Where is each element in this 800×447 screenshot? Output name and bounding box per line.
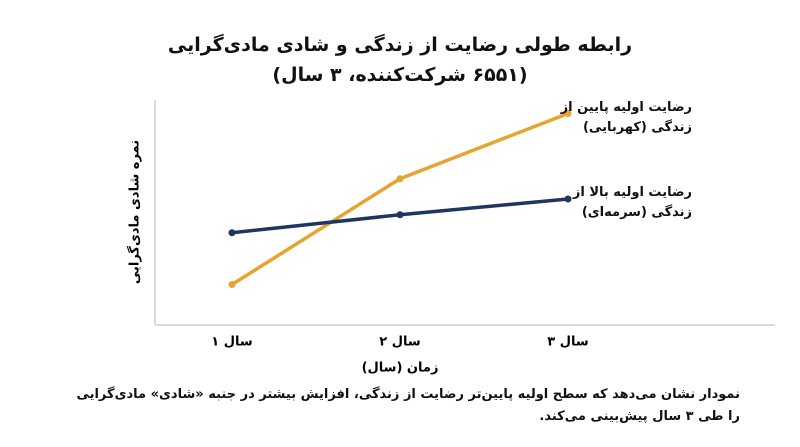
x-tick-label: سال ۱ [211,335,252,350]
chart-title: رابطه طولی رضایت از زندگی و شادی مادی‌گر… [167,34,633,56]
data-point [564,110,572,117]
series-label: رضایت اولیه بالا از زندگی (سرمه‌ای) [572,185,692,220]
data-point [396,175,404,183]
x-axis-label: زمان (سال) [362,361,439,376]
data-point [396,211,404,219]
chart-subtitle: (۶۵۵۱ شرکت‌کننده، ۳ سال) [272,64,528,86]
series-line [231,111,569,286]
caption: نمودار نشان می‌دهد که سطح اولیه پایین‌تر… [76,387,740,424]
data-point [228,229,236,237]
x-tick-label: سال ۳ [547,335,588,350]
data-point [564,195,572,203]
data-point [228,281,236,288]
x-tick-label: سال ۲ [379,335,420,350]
series-label: رضایت اولیه پایین از زندگی (کهربایی) [560,99,692,135]
y-axis-label: نمره شادی مادی‌گرایی [127,140,143,284]
